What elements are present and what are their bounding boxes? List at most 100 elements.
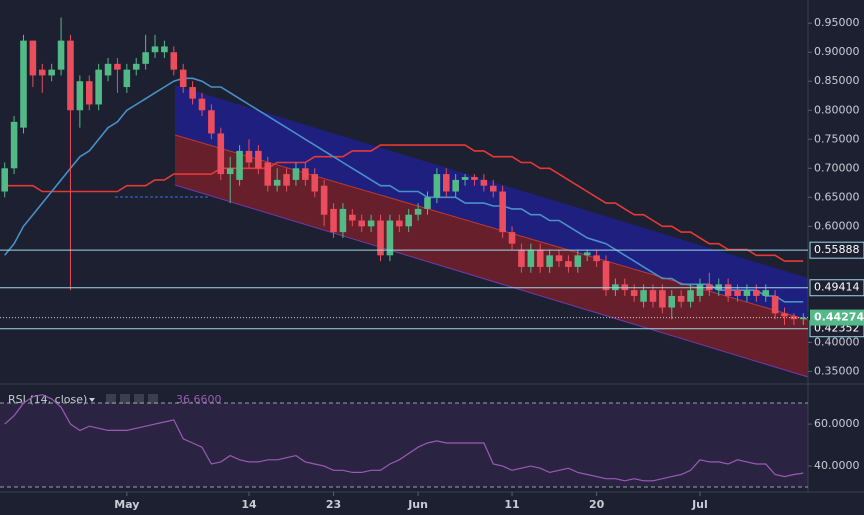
dropdown-icon[interactable] (89, 398, 95, 402)
candle-body (198, 98, 206, 111)
icon[interactable] (134, 394, 144, 404)
y-tick-label: 0.85000 (814, 74, 860, 87)
candle-body (142, 52, 149, 64)
candle-body (226, 168, 234, 175)
candle-body (29, 40, 37, 76)
candle-body (367, 220, 375, 227)
candle-body (696, 284, 704, 296)
candle-body (236, 150, 243, 180)
candle-body (396, 220, 403, 227)
candle-body (386, 220, 394, 256)
candle-body (95, 69, 102, 105)
y-tick-label: 0.35000 (814, 364, 860, 377)
candle-body (771, 295, 779, 314)
candle-body (1, 168, 8, 192)
candle-body (518, 249, 525, 267)
candle-body (471, 176, 478, 180)
y-tick-label: 60.0000 (814, 417, 860, 430)
x-tick-label: 11 (504, 498, 519, 511)
candle-body (442, 174, 450, 192)
candle-body (489, 185, 497, 192)
x-tick-label: May (114, 498, 139, 511)
candle-body (405, 214, 412, 227)
candle-body (790, 316, 798, 320)
rsi-line (4, 394, 804, 482)
candle-body (677, 295, 685, 302)
candle-body (536, 249, 544, 267)
candle-body (358, 220, 366, 227)
candle-body (527, 249, 535, 267)
candle-body (208, 110, 215, 134)
candle-body (273, 179, 281, 186)
candle-body (574, 255, 582, 267)
candle-body (753, 290, 760, 296)
candle-body (461, 176, 469, 180)
level-label: 0.55888 (814, 243, 860, 256)
level-box (809, 241, 864, 259)
y-tick-label: 0.90000 (814, 45, 860, 58)
rsi-value-label: 36.6600 (176, 393, 222, 406)
candle-body (302, 168, 309, 180)
candle-body (602, 261, 610, 291)
candle-body (649, 290, 657, 302)
candle-body (546, 255, 553, 267)
candle-body (424, 197, 431, 209)
y-tick-label: 0.60000 (814, 219, 860, 232)
candle-body (217, 133, 225, 175)
candle-body (38, 69, 46, 76)
candle-body (433, 174, 441, 198)
level-box (809, 279, 864, 297)
candle-body (311, 174, 319, 192)
candle-body (114, 63, 121, 70)
candle-body (555, 255, 563, 262)
moving-average (4, 77, 804, 303)
y-tick-label: 0.65000 (814, 190, 860, 203)
candle-body (762, 290, 770, 296)
candle-body (508, 232, 516, 244)
candle-body (724, 284, 732, 296)
candle-body (339, 208, 347, 233)
candle-body (480, 179, 488, 186)
candle-body (283, 174, 290, 186)
candle-body (104, 63, 112, 76)
candle-body (743, 290, 751, 296)
y-tick-label: 40.0000 (814, 459, 860, 472)
channel-upper (175, 85, 808, 320)
icon[interactable] (120, 394, 130, 404)
x-tick-label: 23 (326, 498, 341, 511)
candle-body (320, 185, 328, 215)
y-tick-label: 0.75000 (814, 132, 860, 145)
candle-body (377, 220, 384, 256)
candle-body (687, 290, 694, 302)
candle-body (630, 290, 638, 296)
candle-body (264, 162, 272, 186)
candle-body (189, 87, 196, 99)
candle-body (123, 69, 131, 88)
candle-body (170, 52, 178, 70)
candle-body (659, 290, 666, 308)
y-tick-label: 0.70000 (814, 161, 860, 174)
candle-body (20, 40, 27, 128)
candle-body (179, 69, 187, 88)
candle-body (583, 252, 591, 256)
rsi-title: RSI (14, close) (8, 393, 87, 406)
last-price-label: 0.44274 (814, 311, 864, 324)
x-tick-label: 14 (241, 498, 257, 511)
candle-body (734, 290, 741, 296)
candle-body (132, 63, 140, 70)
icon[interactable] (106, 394, 116, 404)
candle-body (781, 313, 788, 317)
level-label: 0.49414 (814, 281, 860, 294)
candle-body (668, 295, 676, 308)
candle-body (57, 40, 65, 70)
candle-body (593, 255, 600, 262)
moving-average (4, 144, 804, 262)
last-price-box (810, 309, 864, 326)
candle-body (349, 214, 356, 221)
candle-body (85, 81, 93, 105)
candle-body (161, 46, 168, 53)
candle-body (414, 208, 422, 215)
candle-body (640, 290, 647, 302)
icon[interactable] (148, 394, 158, 404)
